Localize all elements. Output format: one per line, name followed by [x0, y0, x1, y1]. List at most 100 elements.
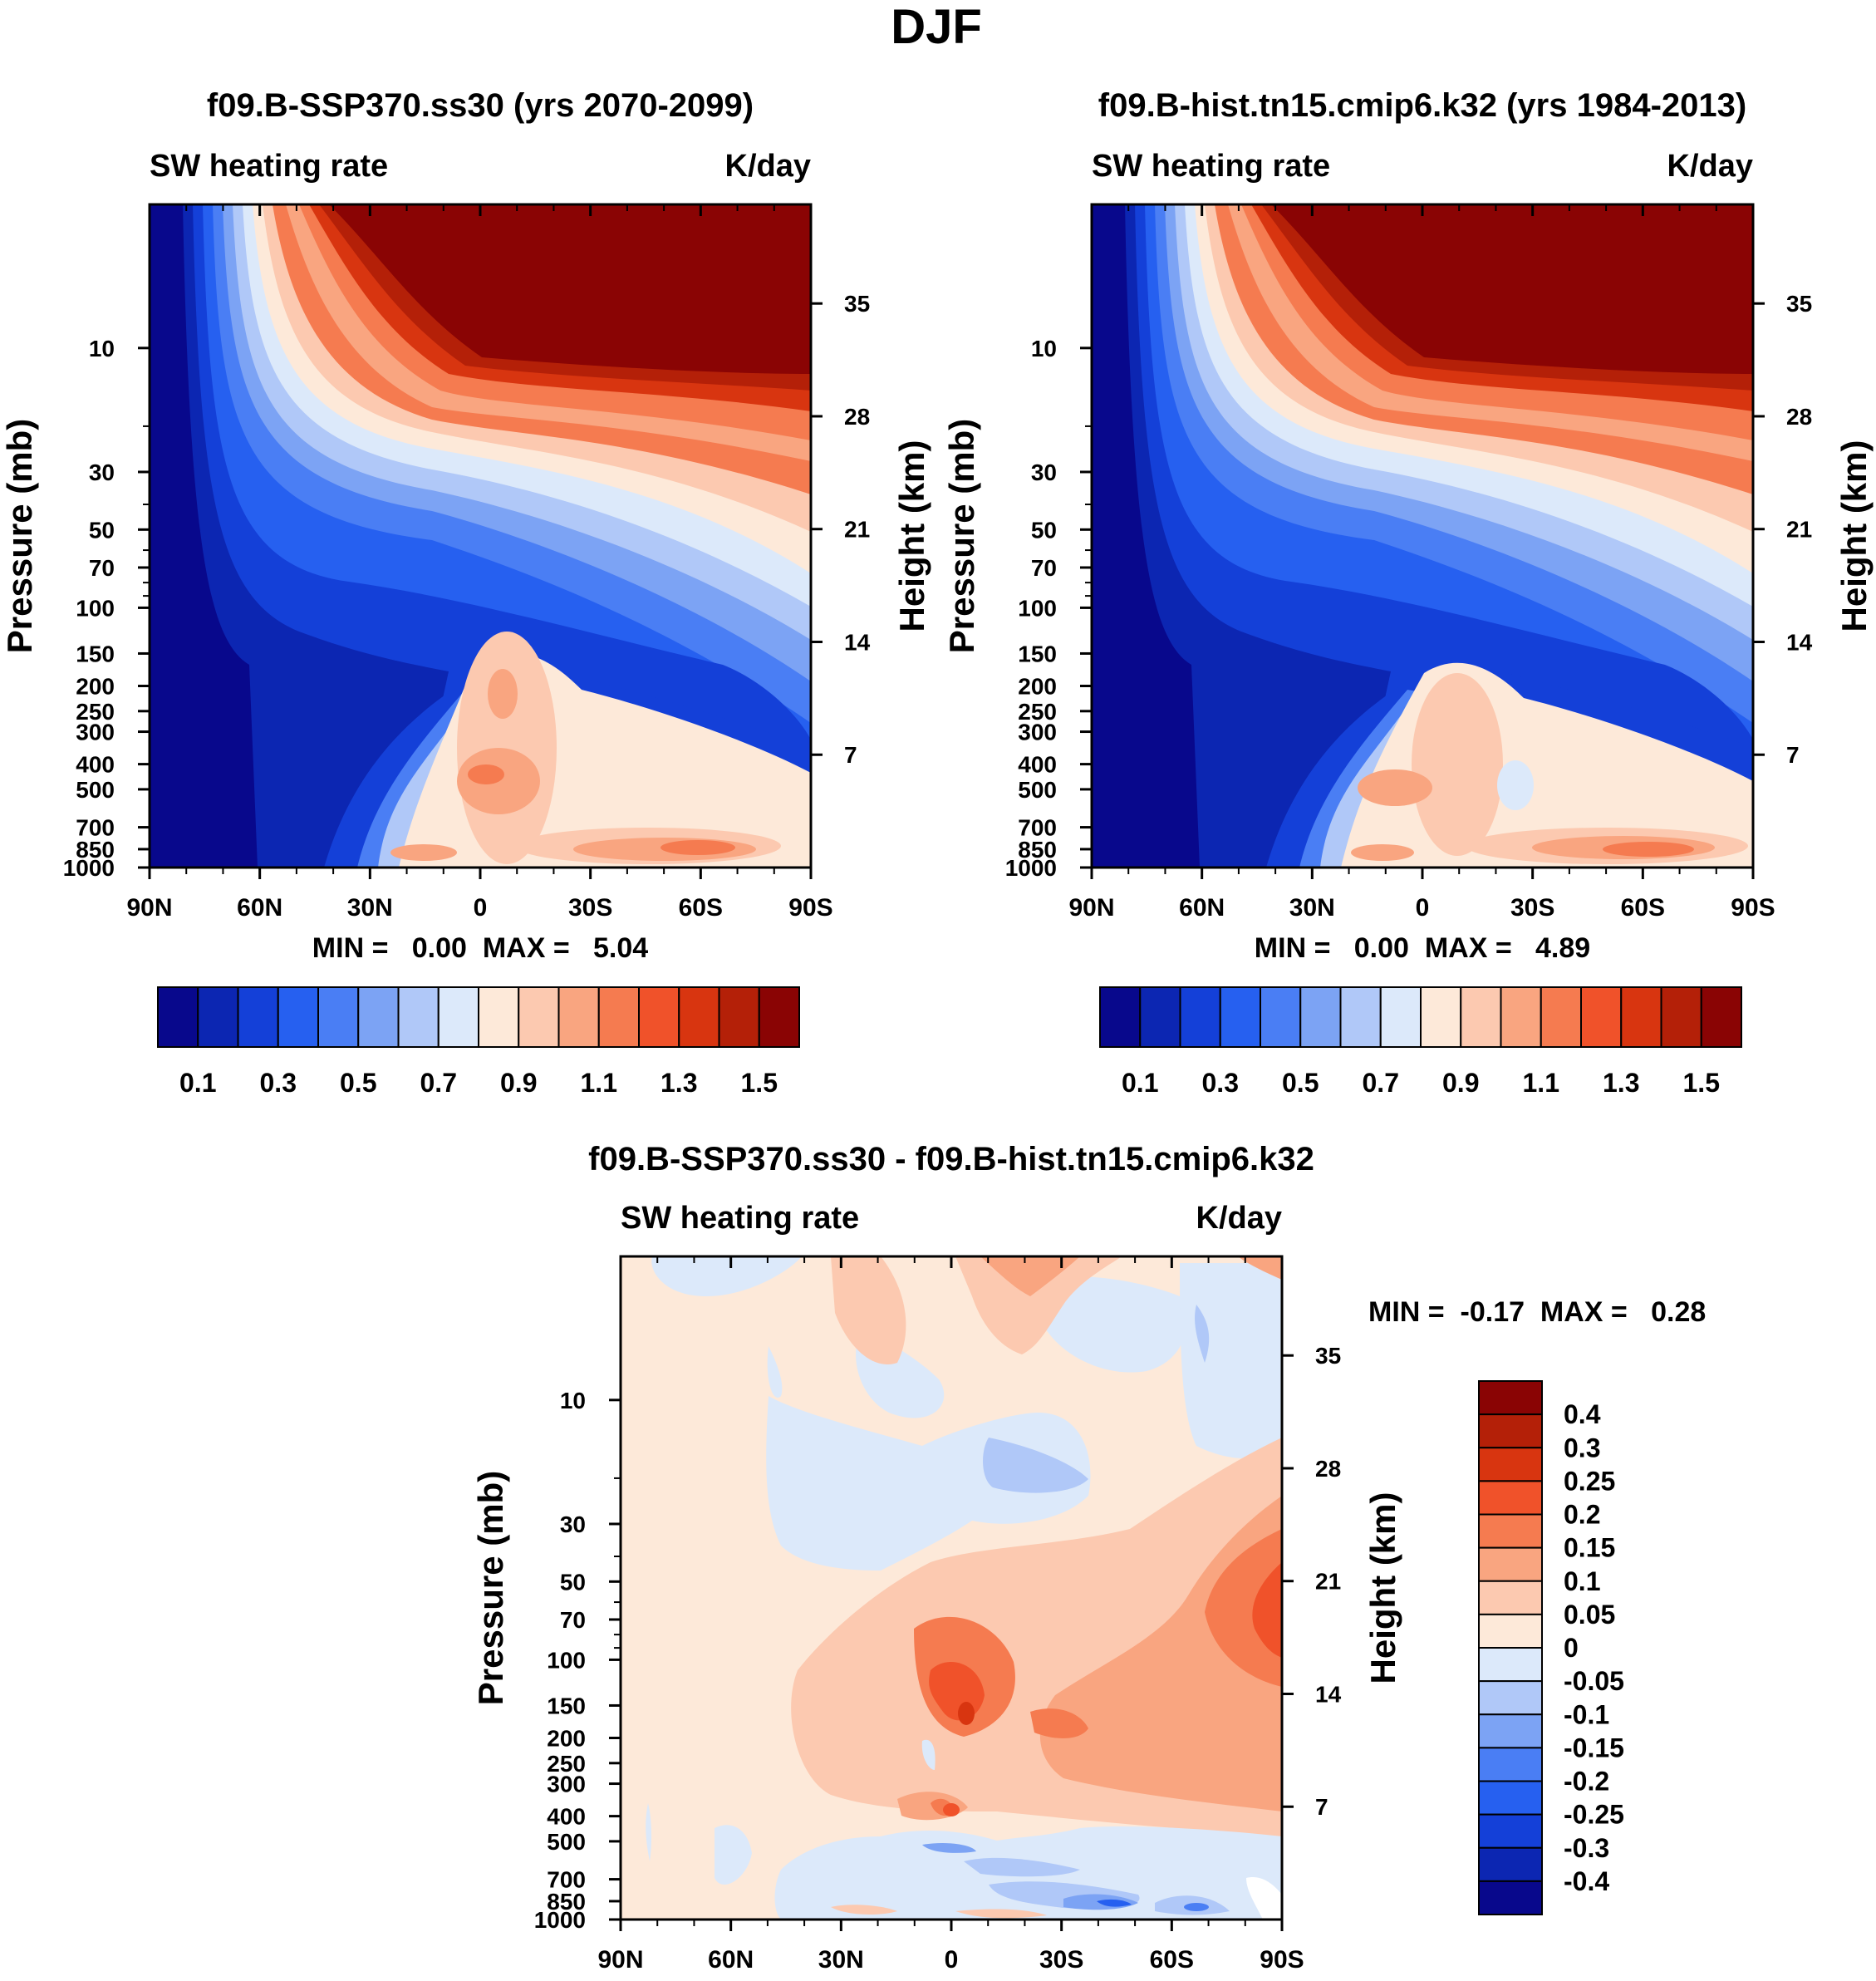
colorbar-label: 0 — [1564, 1633, 1579, 1663]
colorbar-box — [1139, 986, 1181, 1048]
y-tick-label: 500 — [1018, 777, 1057, 803]
y-tick-label: 400 — [1018, 752, 1057, 778]
y-tick-label: 50 — [560, 1569, 586, 1595]
axes-panel-1: 90N 60N 30N 0 30S 60S 90S103050701001502002503… — [1005, 204, 1813, 1098]
y-tick-label: 850 — [76, 837, 115, 863]
colorbar-label: -0.25 — [1564, 1800, 1624, 1830]
colorbar-box — [1478, 1680, 1543, 1716]
x-tick-label: 60N — [237, 894, 282, 922]
y-tick-label: 500 — [76, 777, 115, 803]
x-tick-label: 90N — [126, 894, 172, 922]
y-axis-label: Pressure (mb) — [471, 1471, 510, 1705]
colorbar-box — [1478, 1813, 1543, 1849]
minmax-label: MIN = 0.00 MAX = 5.04 — [312, 932, 648, 964]
colorbar-box — [1620, 986, 1662, 1048]
minmax-label: MIN = 0.00 MAX = 4.89 — [1255, 932, 1590, 964]
axes-panel-2: 90N 60N 30N 0 30S 60S 90S103050701001502002503… — [534, 1256, 1624, 1974]
colorbar-box — [1478, 1413, 1543, 1449]
y-tick-label: 850 — [1018, 837, 1057, 863]
y-right-tick-label: 35 — [844, 291, 870, 317]
colorbar-box — [678, 986, 720, 1048]
colorbar-box — [1460, 986, 1502, 1048]
colorbar-box — [317, 986, 360, 1048]
colorbar-label: 0.3 — [1202, 1068, 1239, 1098]
panel-title: f09.B-SSP370.ss30 - f09.B-hist.tn15.cmip… — [588, 1141, 1314, 1177]
y-tick-label: 50 — [1031, 517, 1057, 543]
x-tick-label: 0 — [945, 1946, 959, 1974]
y-tick-label: 700 — [76, 815, 115, 841]
colorbar-box — [1478, 1513, 1543, 1549]
y-tick-label: 200 — [76, 674, 115, 700]
y-right-tick-label: 21 — [1786, 517, 1812, 543]
y-axis-label: Pressure (mb) — [942, 419, 981, 653]
colorbar-box — [197, 986, 239, 1048]
panel-diff: f09.B-SSP370.ss30 - f09.B-hist.tn15.cmip… — [471, 1141, 1706, 1921]
colorbar-label: 0.25 — [1564, 1466, 1615, 1496]
left-string: SW heating rate — [621, 1201, 859, 1236]
colorbar-label: 0.9 — [500, 1068, 537, 1098]
colorbar-box — [437, 986, 479, 1048]
colorbar-box — [478, 986, 520, 1048]
left-string: SW heating rate — [150, 149, 388, 184]
colorbar-box — [1339, 986, 1382, 1048]
y-tick-label: 1000 — [63, 855, 115, 881]
panel-hist: f09.B-hist.tn15.cmip6.k32 (yrs 1984-2013… — [942, 87, 1874, 964]
y-tick-label: 150 — [76, 641, 115, 666]
colorbar-box — [1299, 986, 1342, 1048]
y-tick-label: 100 — [1018, 595, 1057, 621]
y-tick-label: 700 — [547, 1867, 586, 1893]
y-tick-label: 70 — [1031, 555, 1057, 581]
y-tick-label: 400 — [76, 752, 115, 778]
colorbar-box — [1420, 986, 1462, 1048]
panel-title: f09.B-SSP370.ss30 (yrs 2070-2099) — [207, 87, 754, 124]
y-tick-label: 10 — [89, 336, 115, 361]
colorbar-box — [1379, 986, 1422, 1048]
colorbar-box — [1478, 1647, 1543, 1683]
y-tick-label: 250 — [76, 699, 115, 725]
colorbar-box — [597, 986, 640, 1048]
y-tick-label: 200 — [547, 1726, 586, 1752]
y-right-tick-label: 7 — [1786, 742, 1800, 768]
contour-field — [150, 204, 811, 868]
colorbar-label: 0.9 — [1442, 1068, 1479, 1098]
colorbar-label: -0.1 — [1564, 1699, 1609, 1729]
y-tick-label: 50 — [89, 517, 115, 543]
colorbar-label: 0.1 — [1122, 1068, 1158, 1098]
colorbar-label: 0.1 — [1564, 1566, 1600, 1596]
colorbar-box — [1260, 986, 1302, 1048]
x-tick-label: 90S — [788, 894, 832, 922]
y-tick-label: 300 — [1018, 720, 1057, 745]
y-tick-label: 70 — [89, 555, 115, 581]
colorbar-label: 0.4 — [1564, 1399, 1601, 1429]
colorbar-label: 0.2 — [1564, 1500, 1600, 1530]
colorbar-box — [1580, 986, 1623, 1048]
axes-and-colorbars: 90N 60N 30N 0 30S 60S 90S103050701001502002503… — [63, 204, 1813, 1974]
y-tick-label: 500 — [547, 1829, 586, 1855]
colorbar-label: 0.05 — [1564, 1600, 1615, 1630]
colorbar-label: 0.5 — [1282, 1068, 1319, 1098]
y-tick-label: 200 — [1018, 674, 1057, 700]
y-tick-label: 150 — [1018, 641, 1057, 666]
x-tick-label: 60S — [679, 894, 723, 922]
y-axis-label-right: Height (km) — [1363, 1492, 1402, 1684]
y-right-tick-label: 14 — [844, 629, 871, 655]
colorbar-label: 0.7 — [1363, 1068, 1399, 1098]
colorbar-label: 0.3 — [260, 1068, 297, 1098]
x-tick-label: 0 — [1416, 894, 1430, 922]
colorbar-box — [157, 986, 199, 1048]
axes-panel-0: 90N 60N 30N 0 30S 60S 90S103050701001502002503… — [63, 204, 871, 1098]
colorbar-box — [518, 986, 560, 1048]
colorbar-box — [1478, 1480, 1543, 1516]
y-right-tick-label: 14 — [1786, 629, 1813, 655]
colorbar-label: -0.4 — [1564, 1866, 1609, 1896]
y-tick-label: 250 — [1018, 699, 1057, 725]
colorbar-box — [1478, 1613, 1543, 1649]
x-tick-label: 90N — [597, 1946, 643, 1974]
x-tick-label: 30N — [818, 1946, 864, 1974]
right-string: K/day — [725, 149, 811, 184]
x-tick-label: 0 — [474, 894, 488, 922]
x-tick-label: 30N — [347, 894, 393, 922]
colorbar-label: 1.5 — [1683, 1068, 1720, 1098]
x-tick-label: 90S — [1260, 1946, 1304, 1974]
colorbar: 0.1 0.3 0.5 0.7 0.9 1.1 1.3 1.5 — [157, 986, 800, 1098]
